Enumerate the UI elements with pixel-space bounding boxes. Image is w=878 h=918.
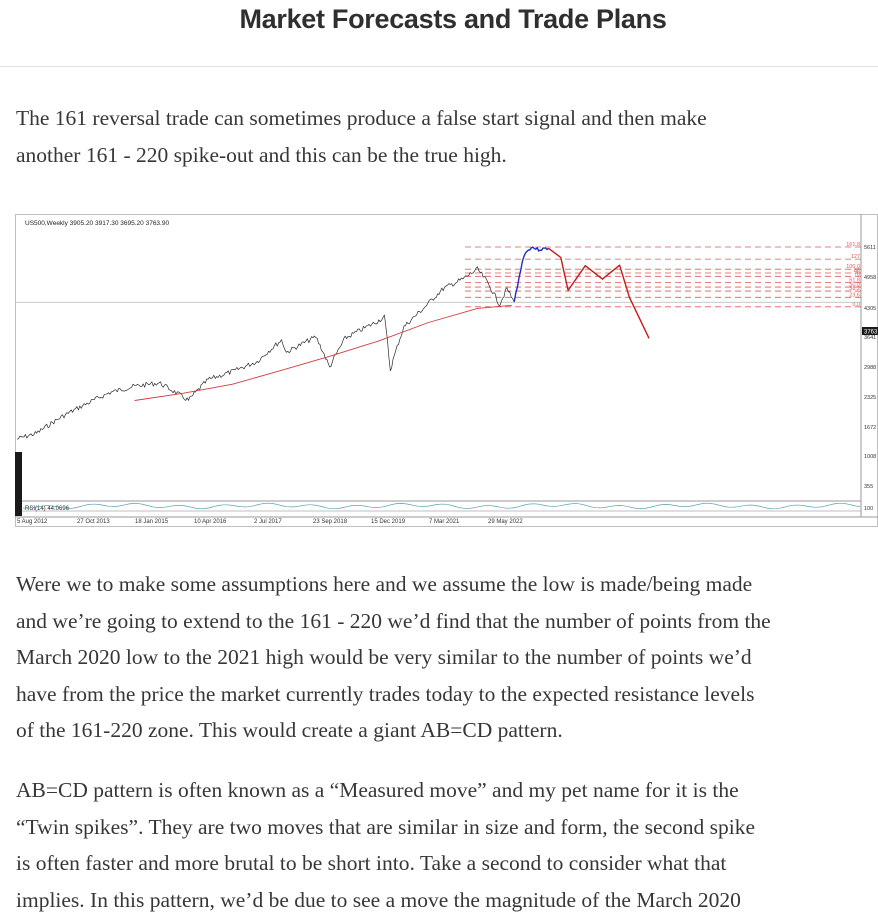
x-tick-label: 5 Aug 2012 (17, 519, 48, 525)
x-tick-label: 29 May 2022 (488, 519, 523, 525)
x-tick-label: 23 Sep 2018 (313, 519, 348, 525)
chart-series (16, 246, 650, 440)
fib-label: 38.2 (849, 286, 860, 292)
rsi-line (22, 502, 861, 510)
body-line: March 2020 low to the 2021 high would be… (16, 645, 752, 670)
fib-label: 161.8 (846, 242, 860, 248)
y-tick-label: 355 (864, 484, 873, 490)
fib-label: 100.0 (846, 264, 860, 270)
body-line: “Twin spikes”. They are two moves that a… (16, 814, 756, 839)
fib-label: 127 (851, 254, 860, 260)
moving-average-series (134, 304, 512, 401)
x-tick-label: 18 Jan 2015 (135, 519, 169, 525)
body-line: have from the price the market currently… (16, 681, 755, 706)
x-tick-label: 10 Apr 2016 (194, 519, 227, 525)
body-line: is often faster and more brutal to be sh… (16, 851, 727, 876)
indicator-label: RSI(14) 44.0696 (25, 506, 70, 512)
fib-label: 88 (854, 268, 860, 274)
x-tick-label: 15 Dec 2019 (371, 519, 406, 525)
current-price-marker (862, 327, 878, 335)
y-tick-label: 2988 (864, 365, 876, 371)
fib-label: 0.0 (852, 302, 860, 308)
fib-label: 23.6 (849, 292, 860, 298)
projection-up-series (513, 246, 549, 302)
y-tick-label: 1672 (864, 425, 876, 431)
body-line: AB=CD pattern is often known as a “Measu… (16, 778, 739, 802)
chart-frame (15, 214, 878, 527)
fib-label: 61.8 (849, 278, 860, 284)
intro-line: another 161 - 220 spike-out and this can… (16, 142, 507, 167)
x-axis-ticks: 5 Aug 2012 27 Oct 2013 18 Jan 2015 10 Apr 2… (17, 519, 523, 525)
page-title: Market Forecasts and Trade Plans (239, 4, 667, 34)
y-tick-label: 100 (864, 506, 873, 512)
fib-label: 78 (854, 271, 860, 277)
intro-paragraph: The 161 reversal trade can sometimes pro… (16, 100, 707, 173)
body-line: of the 161-220 zone. This would create a… (16, 718, 563, 743)
y-tick-label: 3763 (864, 330, 878, 336)
rsi-panel (22, 502, 861, 510)
body-paragraph: Were we to make some assumptions here an… (16, 566, 771, 749)
y-tick-label: 3641 (864, 335, 876, 341)
price-chart: US500,Weekly 3905.20 3917.30 3695.20 376… (15, 214, 878, 527)
toolbar-strip (15, 452, 22, 516)
x-tick-label: 7 Mar 2021 (429, 519, 460, 525)
chart-header-label: US500,Weekly 3905.20 3917.30 3695.20 376… (25, 220, 169, 227)
y-tick-label: 4305 (864, 306, 876, 312)
x-tick-label: 27 Oct 2013 (77, 519, 110, 525)
y-tick-label: 1008 (864, 454, 876, 460)
y-tick-label: 4958 (864, 275, 876, 281)
price-series (16, 266, 515, 440)
price-chart-svg: US500,Weekly 3905.20 3917.30 3695.20 376… (15, 214, 878, 527)
x-tick-label: 2 Jul 2017 (254, 519, 282, 525)
intro-line: The 161 reversal trade can sometimes pro… (16, 106, 707, 130)
body-line: implies. In this pattern, we’d be due to… (16, 887, 741, 912)
page-header: Market Forecasts and Trade Plans (0, 0, 878, 67)
body-line: Were we to make some assumptions here an… (16, 572, 753, 596)
y-tick-label: 2325 (864, 395, 876, 401)
fib-label: 50.0 (849, 282, 860, 288)
body-paragraph: AB=CD pattern is often known as a “Measu… (16, 772, 755, 918)
body-line: and we’re going to extend to the 161 - 2… (16, 608, 771, 633)
y-tick-label: 5611 (864, 245, 876, 251)
projection-down-series (548, 247, 650, 339)
